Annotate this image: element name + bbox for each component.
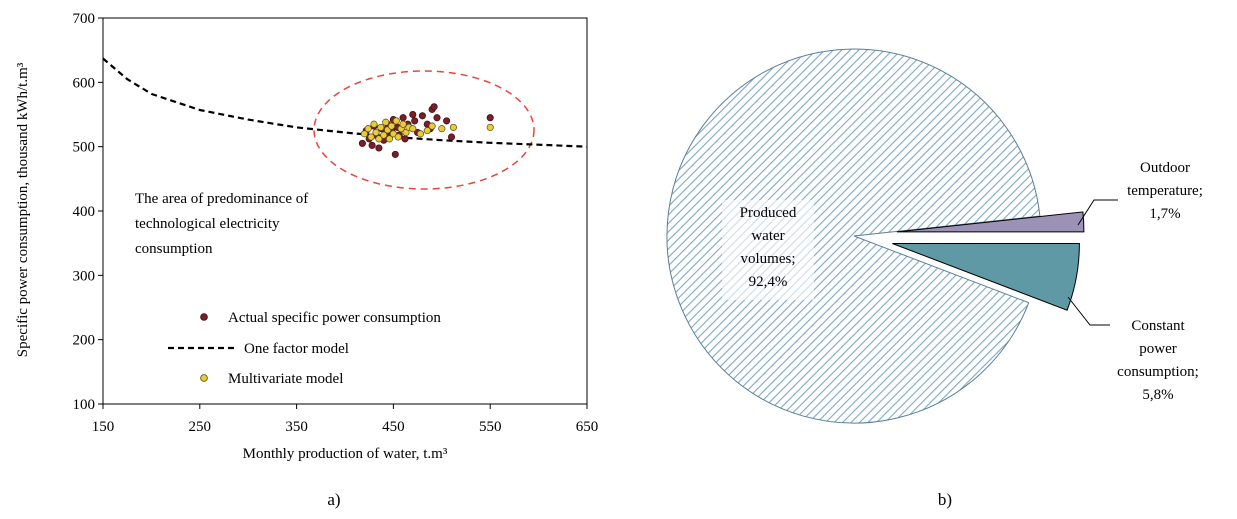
data-point bbox=[380, 131, 388, 139]
series-line-one-factor-model bbox=[102, 57, 588, 148]
y-tick-label: 300 bbox=[73, 268, 96, 284]
x-tick-label: 150 bbox=[92, 419, 115, 435]
data-point bbox=[375, 144, 383, 152]
x-tick-label: 450 bbox=[382, 419, 405, 435]
data-point bbox=[392, 117, 400, 125]
data-point bbox=[377, 123, 385, 131]
svg-text:temperature;: temperature; bbox=[1127, 183, 1203, 199]
panel-label-b: b) bbox=[938, 490, 952, 509]
chart-b: Produced water volumes; 92,4% Outdoor te… bbox=[666, 48, 1203, 424]
pie-slice-produced-water bbox=[666, 48, 1041, 424]
annotation-line-2: technological electricity bbox=[135, 216, 280, 232]
data-point bbox=[370, 120, 378, 128]
svg-text:consumption;: consumption; bbox=[1117, 364, 1199, 380]
data-point bbox=[401, 135, 409, 143]
data-point bbox=[416, 130, 425, 138]
cluster-highlight-ellipse bbox=[313, 70, 535, 190]
data-point bbox=[375, 135, 383, 143]
svg-text:1,7%: 1,7% bbox=[1149, 206, 1180, 222]
leader-line-outdoor bbox=[1077, 199, 1118, 226]
x-tick-label: 350 bbox=[285, 419, 308, 435]
annotation-line-1: The area of predominance of bbox=[135, 191, 308, 207]
x-tick-label: 550 bbox=[479, 419, 502, 435]
legend-marker-actual bbox=[200, 313, 208, 321]
x-axis: 150 250 350 450 550 650 bbox=[92, 404, 599, 435]
x-axis-title: Monthly production of water, t.m³ bbox=[243, 446, 448, 462]
chart-a: 100 200 300 400 500 600 700 150 250 350 450 550 650… bbox=[15, 11, 598, 462]
label-outdoor: Outdoor temperature; 1,7% bbox=[1127, 160, 1203, 222]
data-point bbox=[447, 133, 456, 141]
y-axis: 100 200 300 400 500 600 700 bbox=[73, 11, 103, 413]
y-tick-label: 100 bbox=[73, 397, 96, 413]
legend-label-multivariate: Multivariate model bbox=[228, 371, 343, 387]
data-point bbox=[428, 122, 436, 130]
series-multivariate-points bbox=[360, 117, 494, 143]
label-constant: Constant power consumption; 5,8% bbox=[1117, 318, 1199, 403]
data-point bbox=[399, 114, 407, 122]
data-point bbox=[409, 110, 417, 119]
data-point bbox=[394, 133, 402, 141]
data-point bbox=[360, 130, 368, 138]
x-tick-label: 650 bbox=[576, 419, 599, 435]
data-point bbox=[389, 130, 397, 138]
data-point bbox=[449, 123, 457, 131]
legend-marker-multivariate bbox=[200, 374, 208, 382]
svg-text:Constant: Constant bbox=[1131, 318, 1185, 334]
data-point bbox=[438, 125, 446, 133]
label-produced: Produced water volumes; 92,4% bbox=[722, 200, 814, 300]
data-point bbox=[433, 114, 441, 122]
y-axis-title: Specific power consumption, thousand kWh… bbox=[15, 62, 31, 357]
data-point bbox=[364, 125, 372, 133]
y-tick-label: 500 bbox=[73, 140, 96, 156]
data-point bbox=[358, 139, 366, 147]
panel-label-a: a) bbox=[327, 490, 340, 509]
data-point bbox=[387, 122, 396, 130]
y-tick-label: 200 bbox=[73, 333, 96, 349]
svg-text:92,4%: 92,4% bbox=[749, 274, 788, 290]
svg-text:5,8%: 5,8% bbox=[1142, 387, 1173, 403]
data-point bbox=[430, 103, 438, 111]
data-point bbox=[372, 128, 380, 137]
legend-label-one-factor: One factor model bbox=[244, 341, 349, 357]
data-point bbox=[486, 114, 494, 122]
y-tick-label: 700 bbox=[73, 11, 96, 27]
data-point bbox=[385, 135, 394, 143]
pie-slice-outdoor-temperature bbox=[896, 211, 1085, 233]
data-point bbox=[418, 112, 426, 120]
data-point bbox=[399, 120, 407, 128]
leader-line-constant bbox=[1067, 296, 1110, 326]
data-point bbox=[367, 133, 375, 141]
data-point bbox=[368, 141, 376, 149]
data-point bbox=[423, 127, 431, 135]
data-point bbox=[486, 123, 494, 131]
svg-text:volumes;: volumes; bbox=[741, 251, 796, 267]
svg-text:Outdoor: Outdoor bbox=[1140, 160, 1190, 176]
data-point bbox=[411, 117, 419, 125]
annotation-line-3: consumption bbox=[135, 241, 213, 257]
data-point bbox=[391, 150, 399, 158]
y-tick-label: 400 bbox=[73, 204, 96, 220]
data-point bbox=[382, 118, 390, 126]
x-tick-label: 250 bbox=[189, 419, 212, 435]
legend: Actual specific power consumption One fa… bbox=[168, 310, 441, 387]
data-point bbox=[409, 125, 417, 133]
svg-text:water: water bbox=[751, 228, 784, 244]
data-point bbox=[443, 117, 451, 125]
svg-text:power: power bbox=[1139, 341, 1177, 357]
plot-area bbox=[102, 17, 588, 405]
svg-text:Produced: Produced bbox=[740, 205, 797, 221]
pie-slice-constant-power bbox=[892, 243, 1080, 311]
legend-label-actual: Actual specific power consumption bbox=[228, 310, 441, 326]
y-tick-label: 600 bbox=[73, 75, 96, 91]
